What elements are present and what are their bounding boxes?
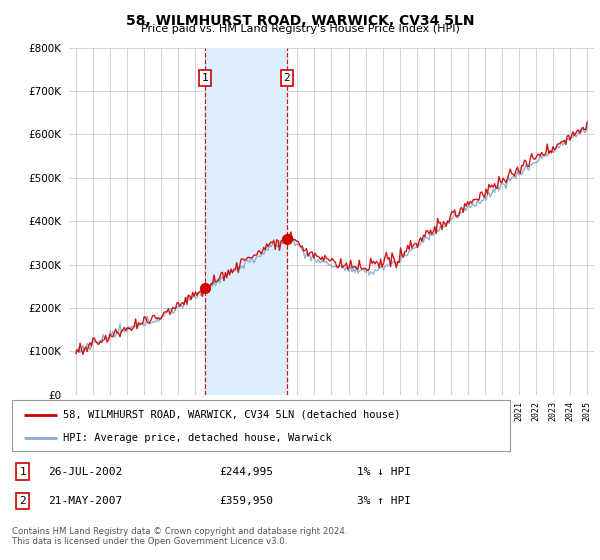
Text: 58, WILMHURST ROAD, WARWICK, CV34 5LN (detached house): 58, WILMHURST ROAD, WARWICK, CV34 5LN (d…	[63, 409, 401, 419]
Text: 1% ↓ HPI: 1% ↓ HPI	[357, 466, 411, 477]
Text: £359,950: £359,950	[219, 496, 273, 506]
Text: 26-JUL-2002: 26-JUL-2002	[48, 466, 122, 477]
Text: £244,995: £244,995	[219, 466, 273, 477]
Text: HPI: Average price, detached house, Warwick: HPI: Average price, detached house, Warw…	[63, 433, 332, 443]
Text: Contains HM Land Registry data © Crown copyright and database right 2024.
This d: Contains HM Land Registry data © Crown c…	[12, 526, 347, 546]
Text: 1: 1	[19, 466, 26, 477]
Text: 2: 2	[19, 496, 26, 506]
Text: 3% ↑ HPI: 3% ↑ HPI	[357, 496, 411, 506]
Text: 21-MAY-2007: 21-MAY-2007	[48, 496, 122, 506]
Text: 58, WILMHURST ROAD, WARWICK, CV34 5LN: 58, WILMHURST ROAD, WARWICK, CV34 5LN	[126, 14, 474, 28]
Bar	[205, 48, 287, 395]
Text: 1: 1	[202, 73, 208, 83]
Text: 2: 2	[283, 73, 290, 83]
Text: Price paid vs. HM Land Registry's House Price Index (HPI): Price paid vs. HM Land Registry's House …	[140, 24, 460, 34]
